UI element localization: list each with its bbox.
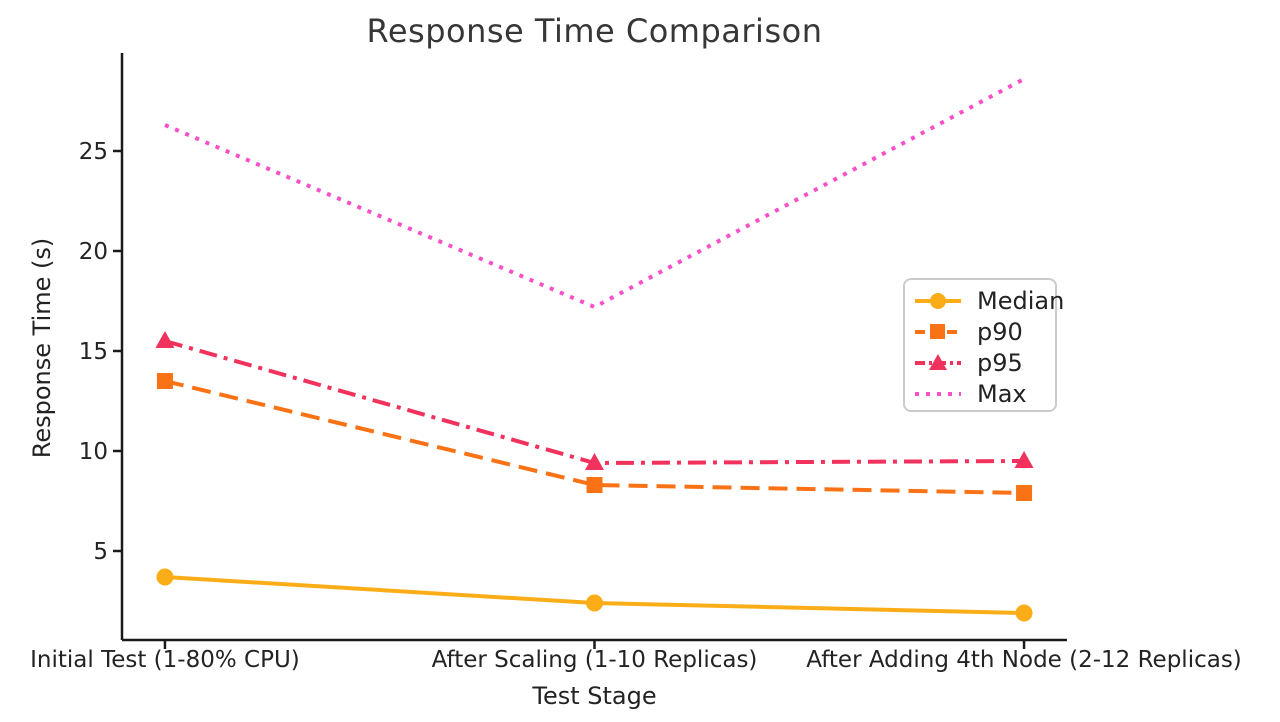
chart-title: Response Time Comparison <box>366 12 823 50</box>
legend-label: p90 <box>977 317 1023 346</box>
series-line-p90 <box>164 379 1025 495</box>
legend-item-max: Max <box>914 378 1055 409</box>
y-tick-label: 25 <box>79 139 108 165</box>
legend-swatch-median <box>915 292 961 309</box>
y-tick-label: 10 <box>79 439 108 465</box>
data-point-p95 <box>585 453 604 470</box>
data-point-p90 <box>156 373 173 389</box>
legend-swatch-max <box>915 391 961 396</box>
y-tick-label: 20 <box>79 239 108 265</box>
y-tick-label: 15 <box>79 339 108 365</box>
data-point-p95 <box>1014 451 1034 468</box>
legend-label: Median <box>977 286 1065 315</box>
legend-label: p95 <box>977 348 1023 377</box>
data-point-p90 <box>586 477 603 493</box>
legend-item-median: Median <box>914 285 1064 316</box>
series-line-max <box>164 77 1025 310</box>
legend-swatch-p90 <box>915 323 961 339</box>
data-point-median <box>586 594 603 612</box>
legend-item-p95: p95 <box>914 347 1055 378</box>
legend-swatch-p95 <box>915 353 961 370</box>
legend-item-p90: p90 <box>914 316 1055 347</box>
legend-label: Max <box>977 379 1027 408</box>
data-point-p90 <box>1016 485 1033 501</box>
x-tick-label: After Scaling (1-10 Replicas) <box>432 647 758 673</box>
x-axis-label: Test Stage <box>532 682 657 710</box>
data-point-p95 <box>155 331 175 348</box>
series-line-p95 <box>164 339 1025 466</box>
y-tick-label: 5 <box>93 539 108 565</box>
y-axis-label: Response Time (s) <box>28 237 56 459</box>
data-point-median <box>1015 604 1033 622</box>
data-point-median <box>156 568 174 586</box>
legend: Median p90 p95 Max <box>903 278 1064 412</box>
x-tick-label: Initial Test (1-80% CPU) <box>30 647 300 673</box>
x-tick-label: After Adding 4th Node (2-12 Replicas) <box>806 647 1241 673</box>
